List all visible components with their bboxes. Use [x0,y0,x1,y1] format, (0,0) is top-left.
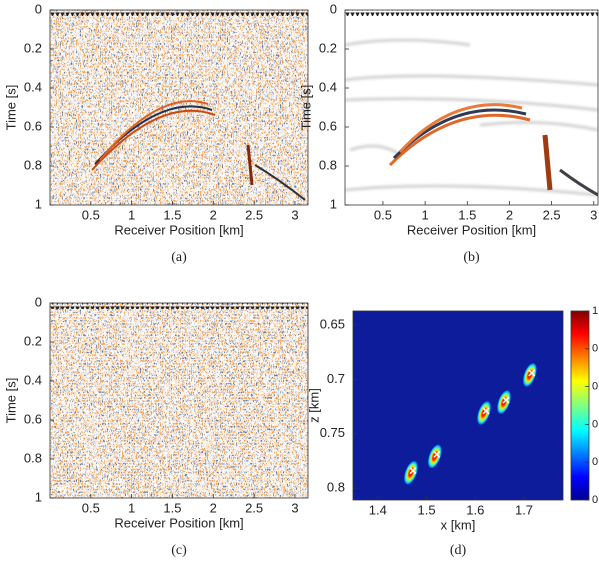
x-tick-label: 1.5 [163,207,181,222]
x-tick-label: 0.5 [82,207,100,222]
y-tick-label: 0.65 [320,317,345,332]
colorbar-label: 0. [592,456,599,468]
x-tick-label: 1.7 [515,502,533,517]
x-axis-label: Receiver Position [km] [407,222,536,237]
x-tick-label: 3 [590,207,597,222]
receivers [50,303,308,309]
y-tick-label: 0.4 [24,372,42,387]
y-tick-label: 0.8 [24,157,42,172]
y-tick-label: 0 [35,294,42,309]
x-tick-label: 1 [128,500,135,515]
colorbar [570,310,590,501]
y-tick-label: 0.4 [319,79,337,94]
source-marker [433,450,441,458]
events [91,100,306,201]
x-tick-label: 1.6 [466,502,484,517]
colorbar-label: 0. [592,418,599,430]
receivers [50,10,308,16]
caption: (b) [463,250,480,265]
y-axis-label: Time [s] [3,85,18,131]
x-tick-label: 2.5 [245,207,263,222]
x-tick-label: 1.4 [369,502,387,517]
y-tick-label: 0.6 [319,118,337,133]
x-tick-label: 1.5 [458,207,476,222]
source-marker [482,407,490,415]
x-tick-label: 3 [291,500,298,515]
x-axis-label: Receiver Position [km] [114,515,243,530]
x-tick-label: 2 [210,207,217,222]
caption: (a) [171,250,187,265]
y-axis-label: z [km] [306,388,321,423]
colorbar-label: 1 [592,305,598,317]
y-tick-label: 0.8 [319,157,337,172]
heatmap [353,311,563,500]
axes-frame [49,9,309,206]
y-axis-label: Time [s] [3,378,18,424]
x-tick-label: 2 [506,207,513,222]
y-tick-label: 0.2 [24,333,42,348]
x-tick-label: 1 [128,207,135,222]
y-tick-label: 1 [330,196,337,211]
y-tick-label: 1 [35,489,42,504]
y-tick-label: 0 [35,1,42,16]
y-tick-label: 0.2 [319,40,337,55]
caption: (d) [450,543,467,558]
source-marker [502,396,510,404]
axes-frame [344,9,599,206]
y-tick-label: 0.75 [320,425,345,440]
colorbar-label: 0. [592,343,599,355]
x-axis-label: x [km] [441,517,476,532]
y-tick-label: 0.2 [24,40,42,55]
x-tick-label: 0.5 [82,500,100,515]
y-axis-label: Time [s] [298,85,313,131]
source-marker [528,369,536,377]
x-tick-label: 1.5 [418,502,436,517]
y-tick-label: 0.6 [24,118,42,133]
x-tick-label: 2 [210,500,217,515]
x-tick-label: 1.5 [163,500,181,515]
y-tick-label: 0.4 [24,79,42,94]
x-tick-label: 2.5 [245,500,263,515]
source-marker [409,467,417,475]
caption: (c) [171,543,187,558]
x-tick-label: 2.5 [543,207,561,222]
y-tick-label: 0 [330,1,337,16]
axes-frame [352,310,564,501]
y-tick-label: 0.8 [327,479,345,494]
colorbar-label: 0. [592,381,599,393]
x-tick-label: 1 [421,207,428,222]
axes-frame [49,302,309,499]
x-tick-label: 0.5 [374,207,392,222]
colorbar-label: 0 [592,494,598,506]
x-axis-label: Receiver Position [km] [114,222,243,237]
y-tick-label: 1 [35,196,42,211]
receivers [345,10,598,16]
y-tick-label: 0.7 [327,371,345,386]
x-tick-label: 3 [291,207,298,222]
events [345,38,598,197]
y-tick-label: 0.8 [24,450,42,465]
residual-image [50,303,308,498]
y-tick-label: 0.6 [24,411,42,426]
